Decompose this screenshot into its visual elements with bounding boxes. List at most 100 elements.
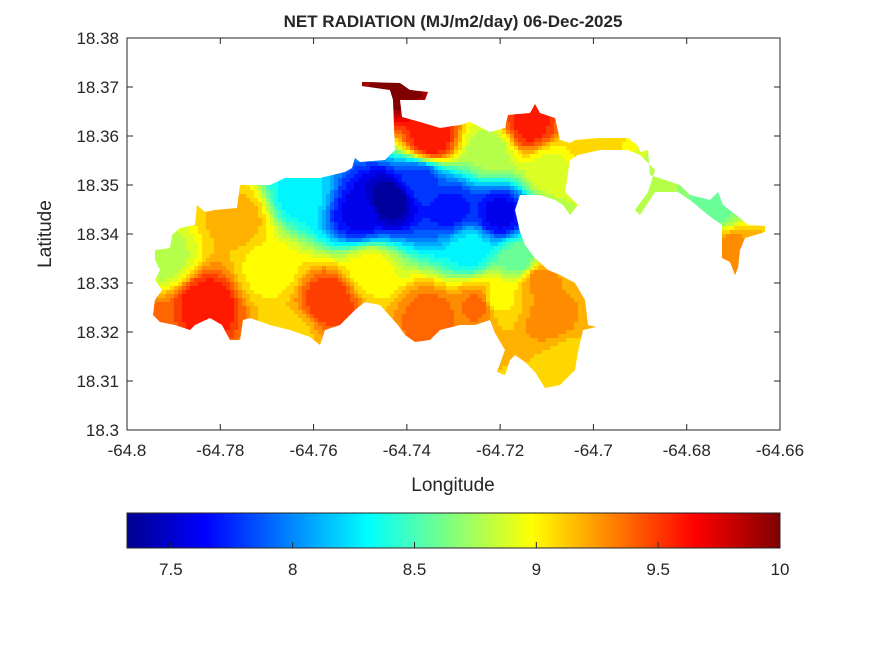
heatmap-cell [698, 150, 703, 155]
heatmap-cell [174, 98, 179, 103]
heatmap-cell [766, 122, 771, 127]
heatmap-cell [590, 174, 595, 179]
heatmap-cell [218, 134, 223, 139]
heatmap-cell [578, 174, 583, 179]
heatmap-cell [190, 158, 195, 163]
heatmap-cell [574, 98, 579, 103]
heatmap-cell [406, 162, 411, 167]
heatmap-cell [382, 114, 387, 119]
heatmap-cell [458, 142, 463, 147]
heatmap-cell [254, 174, 259, 179]
heatmap-cell [482, 94, 487, 99]
heatmap-cell [434, 126, 439, 131]
heatmap-cell [542, 166, 547, 171]
heatmap-cell [598, 186, 603, 191]
heatmap-cell [438, 82, 443, 83]
heatmap-cell [474, 138, 479, 143]
heatmap-cell [642, 98, 647, 103]
heatmap-cell [202, 166, 207, 171]
heatmap-cell [638, 130, 643, 135]
heatmap-cell [482, 126, 487, 131]
heatmap-cell [194, 142, 199, 147]
heatmap-cell [186, 194, 191, 199]
heatmap-cell [390, 182, 395, 187]
heatmap-cell [414, 142, 419, 147]
heatmap-cell [338, 202, 343, 207]
heatmap-cell [190, 138, 195, 143]
heatmap-cell [390, 130, 395, 135]
heatmap-cell [158, 82, 163, 83]
heatmap-cell [322, 86, 327, 91]
heatmap-cell [438, 194, 443, 199]
heatmap-cell [322, 202, 327, 207]
heatmap-cell [418, 126, 423, 131]
heatmap-cell [266, 190, 271, 195]
heatmap-cell [614, 142, 619, 147]
heatmap-cell [378, 182, 383, 187]
heatmap-cell [418, 94, 423, 99]
heatmap-cell [178, 142, 183, 147]
heatmap-cell [226, 158, 231, 163]
heatmap-cell [294, 110, 299, 115]
heatmap-cell [670, 118, 675, 123]
heatmap-cell [598, 162, 603, 167]
heatmap-cell [714, 90, 719, 95]
heatmap-cell [566, 98, 571, 103]
heatmap-cell [418, 142, 423, 147]
heatmap-cell [346, 158, 351, 163]
heatmap-cell [534, 110, 539, 115]
heatmap-cell [706, 146, 711, 151]
heatmap-cell [194, 174, 199, 179]
heatmap-cell [270, 138, 275, 143]
heatmap-cell [154, 194, 159, 199]
heatmap-cell [578, 154, 583, 159]
heatmap-cell [306, 150, 311, 155]
heatmap-cell [322, 154, 327, 159]
heatmap-cell [530, 82, 535, 87]
heatmap-cell [638, 138, 643, 143]
heatmap-cell [302, 106, 307, 111]
heatmap-cell [362, 190, 367, 195]
heatmap-cell [238, 114, 243, 119]
heatmap-cell [398, 182, 403, 187]
heatmap-cell [662, 170, 667, 175]
heatmap-cell [458, 158, 463, 163]
heatmap-cell [394, 178, 399, 183]
heatmap-cell [486, 86, 491, 91]
heatmap-cell [450, 130, 455, 135]
heatmap-cell [506, 130, 511, 135]
heatmap-cell [234, 158, 239, 163]
heatmap-cell [718, 122, 723, 127]
heatmap-cell [738, 126, 743, 131]
heatmap-cell [370, 118, 375, 123]
heatmap-cell [270, 158, 275, 163]
heatmap-cell [582, 166, 587, 171]
heatmap-cell [222, 174, 227, 179]
heatmap-cell [570, 202, 575, 207]
heatmap-cell [182, 142, 187, 147]
heatmap-cell [174, 86, 179, 91]
heatmap-cell [674, 190, 679, 195]
heatmap-cell [154, 102, 159, 107]
heatmap-cell [314, 82, 319, 87]
heatmap-cell [218, 150, 223, 155]
heatmap-cell [306, 106, 311, 111]
heatmap-cell [554, 110, 559, 115]
heatmap-cell [386, 134, 391, 139]
heatmap-cell [222, 206, 227, 211]
heatmap-cell [226, 118, 231, 123]
heatmap-cell [474, 166, 479, 171]
heatmap-cell [282, 194, 287, 199]
heatmap-cell [442, 182, 447, 187]
heatmap-cell [182, 194, 187, 199]
heatmap-cell [370, 82, 375, 87]
heatmap-cell [434, 82, 439, 87]
heatmap-cell [246, 82, 251, 87]
heatmap-cell [714, 166, 719, 171]
heatmap-cell [534, 190, 539, 195]
heatmap-cell [318, 170, 323, 175]
heatmap-cell [494, 190, 499, 195]
heatmap-cell [302, 86, 307, 91]
heatmap-cell [670, 158, 675, 163]
heatmap-cell [482, 90, 487, 95]
